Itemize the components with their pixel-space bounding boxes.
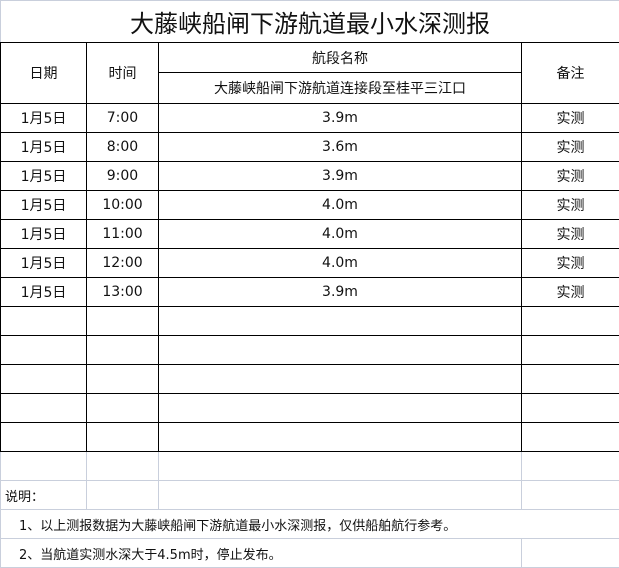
depth-cell: 4.0m	[158, 219, 522, 249]
empty-cell	[521, 393, 619, 423]
table-row: 1月5日 13:00 3.9m 实测	[0, 277, 619, 307]
depth-cell: 4.0m	[158, 190, 522, 220]
date-cell: 1月5日	[0, 219, 87, 249]
empty-cell	[521, 364, 619, 394]
blank-cell	[521, 451, 619, 481]
table-row: 1月5日 12:00 4.0m 实测	[0, 248, 619, 278]
depth-cell: 3.9m	[158, 277, 522, 307]
empty-cell	[158, 422, 522, 452]
empty-cell	[521, 422, 619, 452]
page-title: 大藤峡船闸下游航道最小水深测报	[0, 0, 619, 43]
empty-row	[0, 422, 619, 452]
empty-cell	[158, 335, 522, 365]
header-section: 大藤峡船闸下游航道连接段至桂平三江口	[158, 72, 522, 104]
table-row: 1月5日 10:00 4.0m 实测	[0, 190, 619, 220]
empty-row	[0, 335, 619, 365]
table-row: 1月5日 9:00 3.9m 实测	[0, 161, 619, 191]
depth-cell: 3.6m	[158, 132, 522, 162]
blank-cell	[86, 480, 159, 510]
date-cell: 1月5日	[0, 248, 87, 278]
note-item: 1、以上测报数据为大藤峡船闸下游航道最小水深测报，仅供船舶航行参考。	[0, 509, 619, 539]
blank-cell	[158, 451, 522, 481]
time-cell: 13:00	[86, 277, 159, 307]
empty-row	[0, 364, 619, 394]
remark-cell: 实测	[521, 190, 619, 220]
header-remark: 备注	[521, 42, 619, 104]
empty-cell	[86, 422, 159, 452]
header-date: 日期	[0, 42, 87, 104]
table-row: 1月5日 7:00 3.9m 实测	[0, 103, 619, 133]
header-section-name: 航段名称	[158, 42, 522, 73]
depth-cell: 4.0m	[158, 248, 522, 278]
date-cell: 1月5日	[0, 132, 87, 162]
time-cell: 10:00	[86, 190, 159, 220]
remark-cell: 实测	[521, 277, 619, 307]
blank-cell	[521, 480, 619, 510]
empty-cell	[0, 422, 87, 452]
empty-cell	[158, 306, 522, 336]
depth-cell: 3.9m	[158, 161, 522, 191]
empty-cell	[0, 306, 87, 336]
time-cell: 7:00	[86, 103, 159, 133]
blank-cell	[521, 538, 619, 568]
remark-cell: 实测	[521, 248, 619, 278]
empty-cell	[0, 335, 87, 365]
empty-cell	[86, 335, 159, 365]
date-cell: 1月5日	[0, 103, 87, 133]
time-cell: 12:00	[86, 248, 159, 278]
empty-cell	[0, 393, 87, 423]
blank-cell	[0, 451, 87, 481]
empty-cell	[86, 364, 159, 394]
date-cell: 1月5日	[0, 161, 87, 191]
note-item: 2、当航道实测水深大于4.5m时，停止发布。	[0, 538, 522, 568]
time-cell: 8:00	[86, 132, 159, 162]
date-cell: 1月5日	[0, 190, 87, 220]
depth-cell: 3.9m	[158, 103, 522, 133]
notes-label: 说明：	[0, 480, 87, 510]
empty-cell	[521, 335, 619, 365]
date-cell: 1月5日	[0, 277, 87, 307]
empty-cell	[158, 393, 522, 423]
empty-cell	[86, 393, 159, 423]
empty-cell	[158, 364, 522, 394]
remark-cell: 实测	[521, 132, 619, 162]
remark-cell: 实测	[521, 219, 619, 249]
empty-cell	[0, 364, 87, 394]
remark-cell: 实测	[521, 161, 619, 191]
time-cell: 9:00	[86, 161, 159, 191]
blank-cell	[86, 451, 159, 481]
table-row: 1月5日 8:00 3.6m 实测	[0, 132, 619, 162]
empty-cell	[86, 306, 159, 336]
header-time: 时间	[86, 42, 159, 104]
time-cell: 11:00	[86, 219, 159, 249]
empty-cell	[521, 306, 619, 336]
blank-cell	[158, 480, 522, 510]
empty-row	[0, 393, 619, 423]
remark-cell: 实测	[521, 103, 619, 133]
empty-row	[0, 306, 619, 336]
table-row: 1月5日 11:00 4.0m 实测	[0, 219, 619, 249]
